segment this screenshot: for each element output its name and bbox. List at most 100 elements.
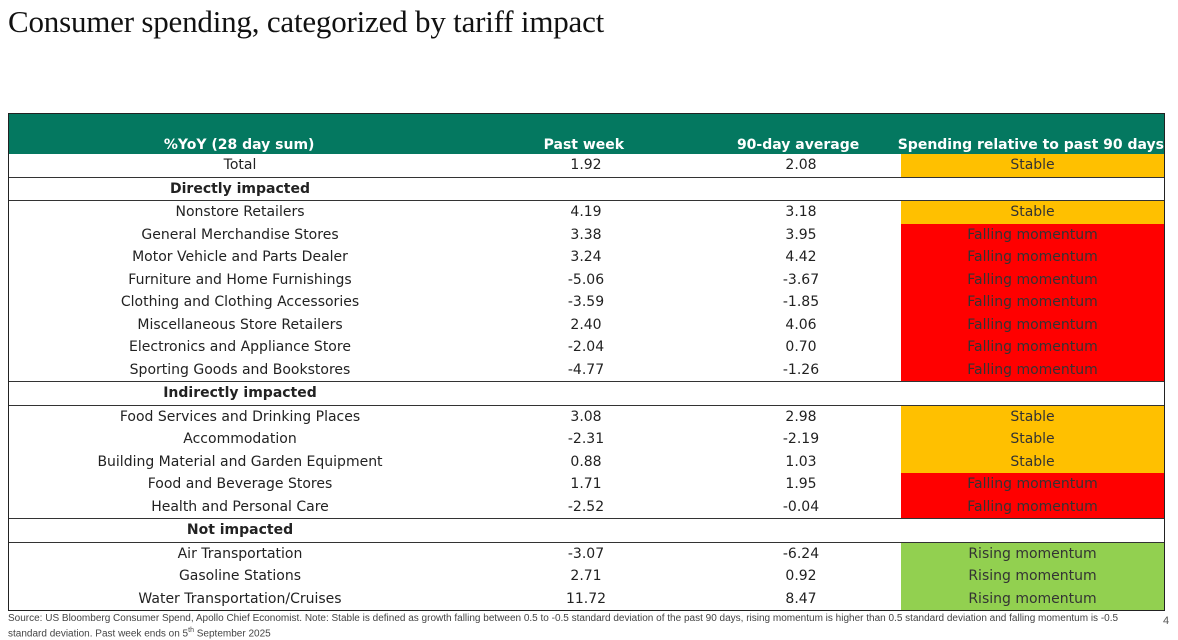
- avg90-value: -6.24: [782, 545, 820, 562]
- past-week-value: -4.77: [567, 361, 605, 378]
- table-row: Nonstore Retailers 4.19 3.18 Stable: [9, 200, 1164, 224]
- past-week-value: -5.06: [567, 271, 605, 288]
- section-title: Directly impacted: [170, 180, 310, 197]
- past-week-value: 0.88: [570, 453, 602, 470]
- table-row: Food and Beverage Stores 1.71 1.95 Falling …: [9, 473, 1164, 496]
- status-badge: Falling momentum: [901, 473, 1164, 496]
- section-title: Indirectly impacted: [163, 385, 317, 402]
- past-week-value: 2.40: [570, 316, 602, 333]
- table-row: Accommodation -2.31 -2.19 Stable: [9, 428, 1164, 451]
- row-label: Total: [223, 157, 257, 174]
- avg90-value: 2.98: [785, 408, 817, 425]
- avg90-value: 4.06: [785, 316, 817, 333]
- avg90-value: -3.67: [782, 271, 820, 288]
- row-label: Air Transportation: [177, 545, 303, 562]
- avg90-value: -1.26: [782, 361, 820, 378]
- footnote: Source: US Bloomberg Consumer Spend, Apo…: [8, 613, 1138, 640]
- table-row: Gasoline Stations 2.71 0.92 Rising momentum: [9, 565, 1164, 588]
- row-label: Water Transportation/Cruises: [138, 590, 342, 607]
- avg90-value: 0.92: [785, 568, 817, 585]
- avg90-value: 3.95: [785, 226, 817, 243]
- table-row: Health and Personal Care -2.52 -0.04 Fallin…: [9, 495, 1164, 518]
- row-label: Electronics and Appliance Store: [129, 339, 351, 356]
- status-badge: Stable: [901, 428, 1164, 451]
- footnote-superscript: th: [188, 627, 194, 634]
- avg90-value: 8.47: [785, 590, 817, 607]
- section-filler: [471, 382, 1164, 405]
- row-label: Miscellaneous Store Retailers: [137, 316, 343, 333]
- status-badge: Rising momentum: [901, 565, 1164, 588]
- row-label: Clothing and Clothing Accessories: [120, 294, 360, 311]
- past-week-value: 4.19: [570, 204, 602, 221]
- status-badge: Falling momentum: [901, 223, 1164, 246]
- table-row: Clothing and Clothing Accessories -3.59 -1…: [9, 291, 1164, 314]
- page-number: 4: [1163, 615, 1170, 627]
- row-label: General Merchandise Stores: [141, 226, 339, 243]
- row-label: Sporting Goods and Bookstores: [129, 361, 351, 378]
- status-badge: Falling momentum: [901, 268, 1164, 291]
- header-spending-relative: Spending relative to past 90 days: [897, 137, 1165, 153]
- table-row: Water Transportation/Cruises 11.72 8.47 Ris…: [9, 587, 1164, 610]
- row-label: Food Services and Drinking Places: [119, 408, 361, 425]
- status-badge: Falling momentum: [901, 495, 1164, 518]
- past-week-value: 11.72: [565, 590, 607, 607]
- page-title: Consumer spending, categorized by tariff…: [8, 4, 605, 39]
- status-badge: Falling momentum: [901, 246, 1164, 269]
- table-row: Air Transportation -3.07 -6.24 Rising momen…: [9, 541, 1164, 565]
- section-header-row: Not impacted: [9, 518, 1164, 542]
- avg90-value: 2.08: [785, 157, 817, 174]
- section-filler: [471, 178, 1164, 201]
- header-category: %YoY (28 day sum): [163, 137, 315, 153]
- past-week-value: -3.59: [567, 294, 605, 311]
- avg90-value: 1.95: [785, 476, 817, 493]
- row-label: Furniture and Home Furnishings: [128, 271, 352, 288]
- past-week-value: 3.38: [570, 226, 602, 243]
- section-header-row: Directly impacted: [9, 176, 1164, 201]
- table-row: Building Material and Garden Equipment 0.…: [9, 450, 1164, 473]
- status-badge: Rising momentum: [901, 587, 1164, 610]
- table-row: Food Services and Drinking Places 3.08 2.9…: [9, 404, 1164, 428]
- row-label: Food and Beverage Stores: [147, 476, 333, 493]
- table-row: Sporting Goods and Bookstores -4.77 -1.26 F…: [9, 358, 1164, 381]
- status-badge: Stable: [901, 450, 1164, 473]
- avg90-value: 4.42: [785, 249, 817, 266]
- past-week-value: 3.08: [570, 408, 602, 425]
- table-row: Electronics and Appliance Store -2.04 0.70…: [9, 336, 1164, 359]
- status-badge: Stable: [901, 201, 1164, 224]
- section-title: Not impacted: [186, 522, 294, 539]
- status-badge: Falling momentum: [901, 358, 1164, 381]
- row-label: Nonstore Retailers: [175, 204, 305, 221]
- row-label: Gasoline Stations: [178, 568, 302, 585]
- avg90-value: -1.85: [782, 294, 820, 311]
- row-label: Accommodation: [183, 431, 297, 448]
- avg90-value: 3.18: [785, 204, 817, 221]
- past-week-value: -2.04: [567, 339, 605, 356]
- avg90-value: 1.03: [785, 453, 817, 470]
- total-row: Total 1.92 2.08 Stable: [9, 154, 1164, 177]
- table-header-row: %YoY (28 day sum) Past week 90-day avera…: [9, 114, 1164, 154]
- status-badge: Stable: [901, 405, 1164, 428]
- section-filler: [471, 519, 1164, 542]
- avg90-value: 0.70: [785, 339, 817, 356]
- row-label: Health and Personal Care: [151, 498, 329, 515]
- footnote-text: Source: US Bloomberg Consumer Spend, Apo…: [8, 613, 1119, 640]
- past-week-value: 2.71: [570, 568, 602, 585]
- footnote-text-end: September 2025: [193, 628, 271, 640]
- section-header-row: Indirectly impacted: [9, 381, 1164, 405]
- status-badge: Stable: [901, 154, 1164, 177]
- past-week-value: -3.07: [567, 545, 605, 562]
- past-week-value: 1.71: [570, 476, 602, 493]
- header-90-day-average: 90-day average: [736, 137, 860, 153]
- avg90-value: -2.19: [782, 431, 820, 448]
- status-badge: Rising momentum: [901, 542, 1164, 565]
- row-label: Motor Vehicle and Parts Dealer: [132, 249, 348, 266]
- past-week-value: -2.52: [567, 498, 605, 515]
- avg90-value: -0.04: [782, 498, 820, 515]
- table-row: General Merchandise Stores 3.38 3.95 Fallin…: [9, 223, 1164, 246]
- row-label: Building Material and Garden Equipment: [97, 453, 383, 470]
- status-badge: Falling momentum: [901, 291, 1164, 314]
- status-badge: Falling momentum: [901, 313, 1164, 336]
- past-week-value: 3.24: [570, 249, 602, 266]
- past-week-value: -2.31: [567, 431, 605, 448]
- table-row: Furniture and Home Furnishings -5.06 -3.67…: [9, 268, 1164, 291]
